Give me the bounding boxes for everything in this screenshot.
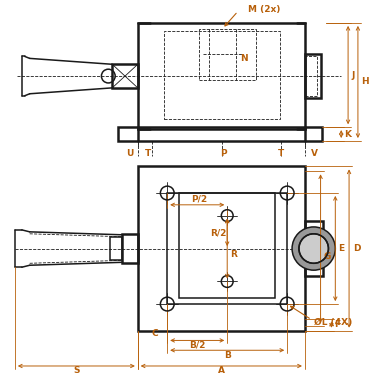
Text: M (2x): M (2x) <box>248 5 280 14</box>
Text: N: N <box>240 54 247 63</box>
Bar <box>179 193 275 298</box>
Text: D: D <box>353 244 361 253</box>
Bar <box>138 23 305 129</box>
Text: R: R <box>230 250 237 259</box>
Text: T: T <box>278 149 285 158</box>
Bar <box>118 127 322 141</box>
Bar <box>305 54 321 98</box>
Text: G: G <box>324 252 331 261</box>
Bar <box>199 29 256 80</box>
Text: H: H <box>361 77 368 86</box>
Bar <box>122 234 138 263</box>
Circle shape <box>299 234 328 263</box>
Bar <box>112 64 138 88</box>
Text: C: C <box>152 329 158 338</box>
Text: K: K <box>344 130 351 139</box>
Text: B: B <box>224 351 231 360</box>
Text: V: V <box>311 149 318 158</box>
Text: ØL (4X): ØL (4X) <box>314 318 352 327</box>
Text: P/2: P/2 <box>191 195 207 204</box>
Text: B/2: B/2 <box>190 341 206 350</box>
Bar <box>110 237 122 261</box>
Text: T: T <box>144 149 151 158</box>
Text: P: P <box>220 149 227 158</box>
Text: U: U <box>127 149 134 158</box>
Text: S: S <box>73 366 80 375</box>
Text: J: J <box>351 70 354 80</box>
Text: E: E <box>338 244 344 253</box>
Bar <box>305 221 322 276</box>
Text: A: A <box>218 366 225 375</box>
Bar <box>305 57 316 96</box>
Text: R/2: R/2 <box>210 229 227 238</box>
Circle shape <box>292 227 335 270</box>
Bar <box>167 193 287 304</box>
Text: F: F <box>334 320 341 329</box>
Bar <box>138 167 305 331</box>
Bar <box>164 31 280 119</box>
